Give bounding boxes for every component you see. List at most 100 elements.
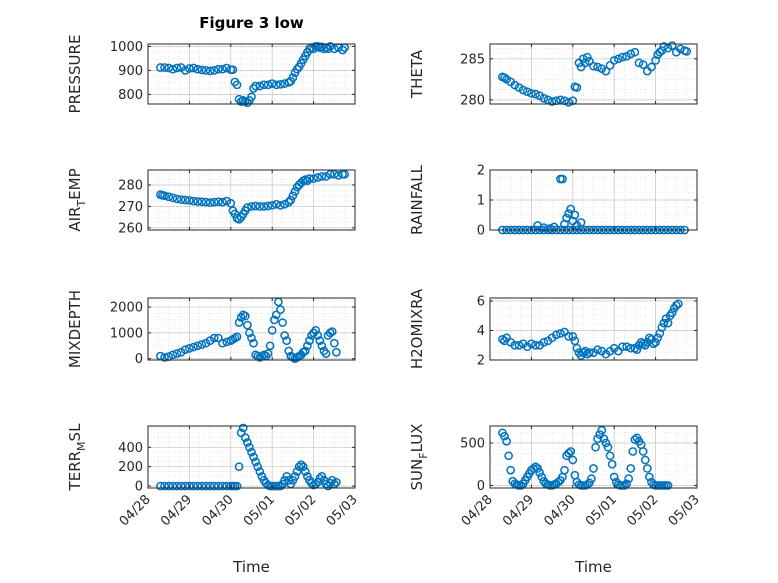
data-point — [649, 339, 658, 349]
data-point — [516, 481, 526, 490]
data-point — [238, 423, 248, 433]
data-point — [156, 481, 165, 491]
y-tick-label: 200 — [118, 460, 143, 475]
data-point — [292, 467, 302, 476]
data-point — [551, 330, 561, 340]
axes-box — [147, 425, 356, 489]
data-point — [531, 340, 540, 350]
data-point — [589, 464, 598, 473]
data-point — [504, 451, 513, 461]
data-point — [265, 341, 275, 351]
y-tick-label: 400 — [118, 441, 143, 456]
data-point — [298, 462, 308, 472]
y-tick-label: 800 — [118, 88, 143, 103]
data-point — [651, 56, 660, 65]
data-point — [156, 63, 165, 72]
data-point — [570, 210, 580, 220]
data-point — [305, 174, 314, 183]
data-point — [543, 95, 553, 105]
data-point — [294, 462, 304, 472]
data-point — [214, 197, 223, 207]
data-point — [172, 481, 182, 491]
data-point — [585, 348, 594, 357]
data-point — [271, 310, 281, 320]
data-point — [556, 95, 565, 105]
data-point — [601, 438, 611, 448]
x-tick-label: 05/03 — [666, 492, 703, 529]
data-point — [340, 169, 349, 179]
x-tick-label: 05/01 — [241, 492, 278, 529]
y-tick-label: 1000 — [110, 326, 143, 341]
axes-box — [489, 297, 698, 361]
data-point — [311, 325, 321, 335]
data-point — [313, 173, 323, 182]
data-point — [547, 97, 557, 106]
data-point — [232, 481, 242, 491]
data-point — [234, 318, 244, 327]
data-point — [599, 434, 609, 444]
data-point — [284, 346, 294, 356]
data-point — [263, 349, 273, 358]
data-point — [527, 88, 536, 98]
data-point — [307, 478, 316, 488]
data-point — [315, 473, 325, 483]
data-point — [300, 346, 310, 356]
y-axis-label: H2OMIXRA — [408, 288, 426, 369]
data-point — [638, 447, 648, 456]
data-point — [514, 340, 524, 350]
data-point — [267, 201, 277, 210]
data-point — [251, 201, 260, 211]
data-point — [622, 479, 631, 489]
data-point — [160, 481, 169, 491]
data-point — [288, 73, 298, 82]
data-point — [168, 481, 178, 491]
data-point — [251, 457, 260, 467]
data-point — [603, 442, 613, 452]
data-point — [545, 224, 555, 233]
data-point — [321, 172, 331, 181]
subplot-pressure: 800 900 1000 PRESSURE — [66, 35, 356, 113]
y-tick-label: 260 — [118, 221, 143, 236]
data-point — [634, 58, 644, 68]
data-point — [572, 83, 582, 92]
data-point — [172, 63, 182, 73]
subplot-h2o_mixing_ratio: 2 4 6 H2OMIXRA — [408, 288, 698, 369]
data-point — [251, 81, 260, 91]
data-point — [255, 202, 265, 211]
data-point — [240, 311, 250, 321]
data-point — [172, 349, 182, 358]
data-point — [164, 63, 174, 73]
data-point — [317, 172, 327, 181]
data-point — [593, 434, 602, 444]
data-point — [176, 195, 186, 204]
subplot-mixdepth: 0 1000 2000 MIXDEPTH — [66, 290, 356, 368]
data-point — [259, 80, 269, 90]
data-point — [226, 198, 236, 208]
x-tick-label: 05/01 — [583, 492, 620, 529]
y-tick-label: 0 — [135, 352, 143, 367]
data-point — [172, 194, 182, 204]
data-point — [531, 462, 540, 472]
data-point — [214, 333, 223, 343]
data-point — [218, 481, 227, 491]
data-point — [564, 98, 574, 107]
data-point — [632, 345, 642, 355]
data-point — [185, 481, 194, 491]
x-tick-label: 04/28 — [459, 492, 496, 529]
data-point — [315, 336, 325, 345]
data-point — [189, 342, 198, 352]
data-point — [329, 44, 339, 54]
data-point — [201, 481, 211, 491]
data-point — [193, 197, 203, 206]
data-point — [518, 85, 528, 95]
data-point — [286, 195, 296, 205]
data-point — [553, 477, 563, 487]
y-tick-label: 0 — [477, 224, 485, 239]
data-point — [317, 341, 327, 351]
data-point — [193, 64, 203, 74]
data-point — [657, 323, 667, 332]
subplot-theta: 280 285 THETA — [408, 41, 698, 108]
data-point — [572, 343, 582, 353]
data-point — [622, 342, 631, 352]
